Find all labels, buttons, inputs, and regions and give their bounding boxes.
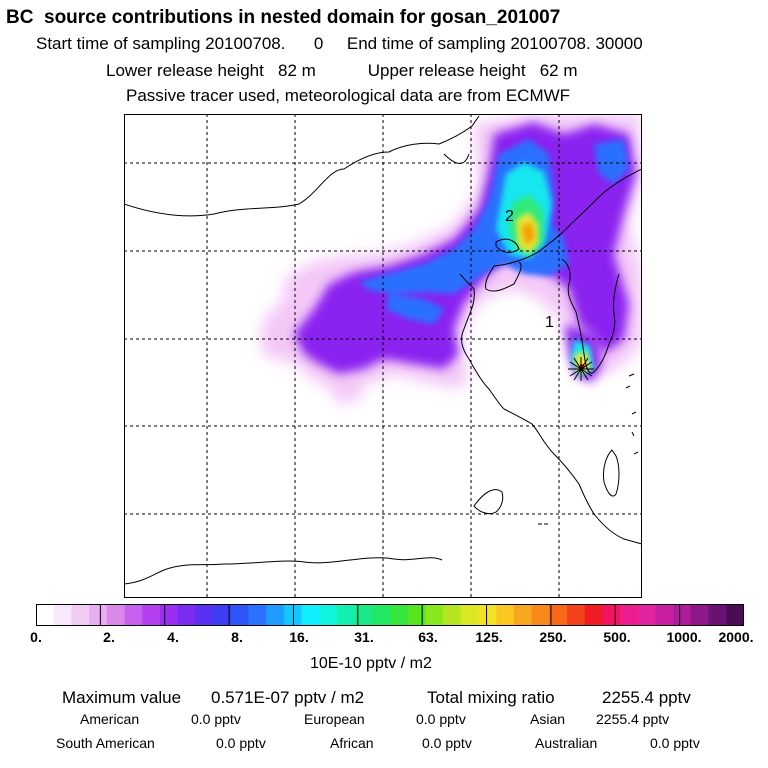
max-value: 0.571E-07 pptv / m2: [211, 688, 365, 707]
colorbar-cell: [567, 604, 586, 626]
colorbar-tick-label: 2.: [103, 629, 115, 645]
asian-label: Asian: [530, 711, 566, 727]
colorbar-tick-label: 0.: [30, 629, 42, 645]
colorbar-cell: [319, 604, 338, 626]
coastlines: [124, 115, 642, 585]
colorbar-tick-label: 63.: [418, 629, 438, 645]
colorbar-cell: [513, 604, 533, 626]
plot-title: BC source contributions in nested domain…: [6, 7, 561, 28]
colorbar: [36, 604, 744, 626]
plume-orange-layer: [521, 222, 535, 246]
colorbar-cell: [584, 604, 603, 626]
colorbar-cell: [301, 604, 320, 626]
colorbar-cell: [690, 604, 710, 626]
colorbar-cell: [177, 604, 196, 626]
map-label-2: 2: [505, 208, 514, 225]
colorbar-tick-label: 16.: [289, 629, 309, 645]
colorbar-cell: [159, 604, 179, 626]
colorbar-cell: [460, 604, 479, 626]
tracer-info-line: Passive tracer used, meteorological data…: [126, 86, 571, 105]
colorbar-unit-label: 10E-10 pptv / m2: [310, 655, 432, 672]
colorbar-cell: [549, 604, 568, 626]
colorbar-cell: [637, 604, 656, 626]
colorbar-cell: [248, 604, 267, 626]
asian-value: 2255.4 pptv: [596, 711, 670, 727]
colorbar-cell: [142, 604, 161, 626]
total-mixing-ratio-value: 2255.4 pptv: [602, 688, 691, 707]
colorbar-tick-label: 125.: [475, 629, 503, 645]
colorbar-cell: [89, 604, 108, 626]
colorbar-cell: [496, 604, 515, 626]
colorbar-tick-label: 4.: [167, 629, 179, 645]
colorbar-tick-label: 2000.: [718, 629, 754, 645]
colorbar-cell: [336, 604, 356, 626]
colorbar-cell: [726, 604, 744, 626]
colorbar-cell: [372, 604, 391, 626]
colorbar-cell: [531, 604, 550, 626]
colorbar-tick-label: 250.: [539, 629, 567, 645]
african-label: African: [330, 735, 374, 751]
map-frame: [124, 114, 642, 598]
colorbar-cell: [71, 604, 90, 626]
colorbar-cell: [354, 604, 373, 626]
colorbar-cell: [36, 604, 55, 626]
australian-label: Australian: [535, 735, 598, 751]
colorbar-cell: [478, 604, 497, 626]
total-mixing-ratio-label: Total mixing ratio: [427, 688, 555, 707]
release-height-line: Lower release height 82 m Upper release …: [106, 61, 578, 80]
sampling-time-line: Start time of sampling 20100708. 0 End t…: [36, 34, 643, 53]
african-value: 0.0 pptv: [422, 735, 472, 751]
colorbar-tick-label: 8.: [231, 629, 243, 645]
european-label: European: [304, 711, 365, 727]
australian-value: 0.0 pptv: [650, 735, 700, 751]
colorbar-cell: [620, 604, 639, 626]
south-american-value: 0.0 pptv: [216, 735, 266, 751]
colorbar-tick-label: 500.: [603, 629, 631, 645]
colorbar-cell: [53, 604, 72, 626]
colorbar-cell: [195, 604, 214, 626]
colorbar-cell: [708, 604, 727, 626]
colorbar-cell: [213, 604, 232, 626]
south-american-label: South American: [56, 735, 155, 751]
colorbar-cell: [602, 604, 621, 626]
colorbar-cell: [655, 604, 674, 626]
map-label-1: 1: [545, 314, 554, 331]
european-value: 0.0 pptv: [416, 711, 466, 727]
colorbar-cell: [407, 604, 426, 626]
lat-lon-grid: [124, 114, 642, 598]
colorbar-cell: [106, 604, 125, 626]
colorbar-tick-label: 31.: [354, 629, 374, 645]
max-value-label: Maximum value: [62, 688, 182, 707]
concentration-map: 2 1: [124, 114, 642, 598]
american-value: 0.0 pptv: [191, 711, 241, 727]
colorbar-cell: [443, 604, 462, 626]
colorbar-frame: [36, 604, 744, 626]
colorbar-cell: [266, 604, 285, 626]
colorbar-cell: [283, 604, 302, 626]
colorbar-cell: [390, 604, 409, 626]
colorbar-cell: [673, 604, 692, 626]
colorbar-cell: [425, 604, 444, 626]
colorbar-cell: [230, 604, 249, 626]
american-label: American: [80, 711, 140, 727]
colorbar-tick-label: 1000.: [666, 629, 702, 645]
receptor-marker: [568, 357, 594, 381]
colorbar-cell: [124, 604, 143, 626]
